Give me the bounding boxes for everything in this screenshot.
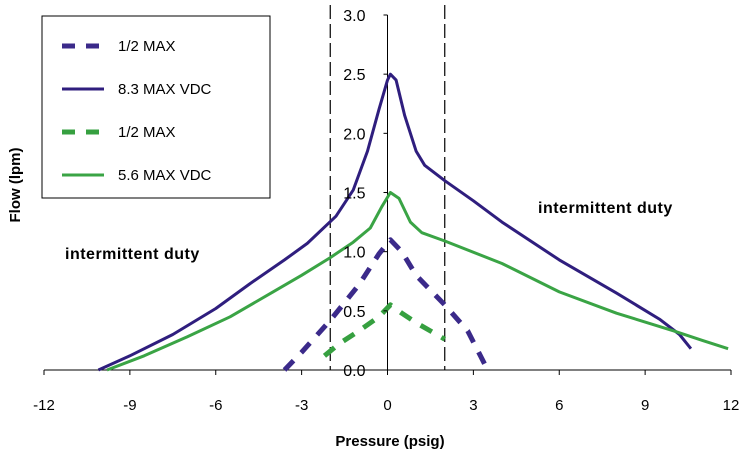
- x-tick-label-5: 3: [469, 397, 477, 414]
- annotation-right: intermittent duty: [538, 200, 673, 217]
- reference-lines: [329, 5, 446, 370]
- x-tick-label-6: 6: [555, 397, 563, 414]
- series-line-3: [106, 191, 729, 372]
- y-tick-label-6: 3.0: [343, 8, 365, 25]
- x-tick-label-4: 0: [383, 397, 391, 414]
- x-axis-label: Pressure (psig): [335, 433, 444, 450]
- legend-label-0: 1/2 MAX: [118, 38, 176, 55]
- annotation-left: intermittent duty: [65, 246, 200, 263]
- y-tick-label-5: 2.5: [343, 67, 365, 84]
- y-axis-label: Flow (lpm): [7, 148, 24, 223]
- ticks-layer: -12 -9 -6 -3 0 3 6 9 12 0.0 0.5 1.0 1.5 2.0 2.5 3.0: [33, 8, 739, 414]
- y-tick-label-2: 1.0: [343, 245, 365, 262]
- x-tick-label-3: -3: [295, 397, 308, 414]
- y-tick-label-1: 0.5: [343, 304, 365, 321]
- x-tick-label-8: 12: [723, 397, 740, 414]
- y-tick-label-3: 1.5: [343, 186, 365, 203]
- x-tick-label-2: -6: [209, 397, 222, 414]
- x-tick-label-7: 9: [641, 397, 649, 414]
- series-line-1: [97, 72, 693, 372]
- x-tick-label-0: -12: [33, 397, 55, 414]
- y-tick-label-0: 0.0: [343, 363, 365, 380]
- legend: 1/2 MAX 8.3 MAX VDC 1/2 MAX 5.6 MAX VDC: [41, 15, 271, 199]
- series-line-0: [282, 237, 490, 372]
- y-tick-label-4: 2.0: [343, 126, 365, 143]
- legend-box: [41, 15, 271, 199]
- legend-label-1: 8.3 MAX VDC: [118, 81, 212, 98]
- legend-label-3: 5.6 MAX VDC: [118, 167, 212, 184]
- x-tick-label-1: -9: [123, 397, 136, 414]
- legend-label-2: 1/2 MAX: [118, 124, 176, 141]
